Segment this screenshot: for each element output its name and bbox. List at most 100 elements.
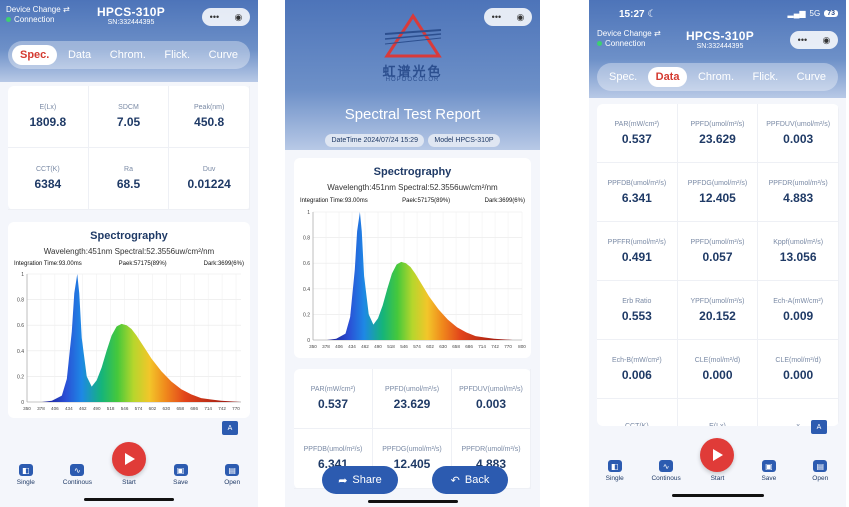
spectro-subtitle: Wavelength:451nm Spectral:52.3556uw/cm²/… bbox=[43, 247, 215, 256]
mini-program-capsule[interactable]: ••• ◉ bbox=[484, 8, 532, 26]
x-tick-label: 434 bbox=[348, 344, 356, 349]
integration-time: Integration Time:93.00ms bbox=[14, 261, 82, 267]
screen-report: ••• ◉ 虹谱光色 HOPOOCOLOR Spectral Test Repo… bbox=[285, 0, 540, 507]
status-time-value: 15:27 bbox=[619, 9, 645, 20]
open-button[interactable]: ▤ Open bbox=[212, 464, 252, 486]
play-icon[interactable] bbox=[111, 442, 146, 476]
more-icon[interactable]: ••• bbox=[797, 35, 808, 45]
single-button[interactable]: ◧ Single bbox=[595, 460, 635, 482]
metric-value: 0.537 bbox=[621, 131, 652, 146]
continuous-icon: ∿ bbox=[70, 464, 85, 476]
mini-program-capsule[interactable]: ••• ◉ bbox=[790, 31, 838, 49]
open-label: Open bbox=[812, 475, 829, 482]
x-tick-label: 714 bbox=[478, 344, 486, 349]
target-icon[interactable]: ◉ bbox=[516, 11, 525, 22]
start-button[interactable]: Start bbox=[109, 442, 149, 486]
metric-value: 20.152 bbox=[699, 308, 736, 323]
x-tick-label: 518 bbox=[107, 406, 115, 411]
device-model: HPCS-310P bbox=[96, 5, 166, 19]
x-tick-label: 630 bbox=[163, 406, 171, 411]
bottom-nav: ◧ Single ∿ Continous Start ▣ Save ▤ Open bbox=[589, 432, 846, 482]
x-tick-label: 490 bbox=[93, 406, 101, 411]
battery-level: 73 bbox=[824, 10, 838, 17]
metric-cell: PPFDG(umol/m²/s) 12.405 bbox=[677, 163, 759, 222]
metric-label: Erb Ratio bbox=[622, 297, 652, 305]
tab-data[interactable]: Data bbox=[67, 49, 92, 61]
play-icon[interactable] bbox=[700, 438, 735, 472]
mode-tabs: Spec. Data Chrom. Flick. Curve bbox=[8, 41, 250, 69]
x-tick-label: 770 bbox=[232, 406, 240, 411]
share-button[interactable]: ➦ Share bbox=[322, 466, 398, 494]
metric-cell: PPFDG(umol/m²/s) 12.405 bbox=[373, 429, 452, 489]
more-icon[interactable]: ••• bbox=[209, 12, 220, 22]
target-icon[interactable]: ◉ bbox=[822, 34, 831, 45]
x-tick-label: 378 bbox=[322, 344, 330, 349]
start-button[interactable]: Start bbox=[697, 438, 737, 482]
metric-label: PAR(mW/cm²) bbox=[614, 120, 660, 128]
metric-cell: E(Lx) bbox=[678, 399, 759, 426]
connection-dot bbox=[6, 17, 11, 22]
translate-icon[interactable]: A bbox=[811, 420, 827, 434]
metric-label: CCT(K) bbox=[35, 166, 60, 173]
y-tick-label: 0.6 bbox=[17, 323, 24, 329]
back-button[interactable]: ↶ Back bbox=[432, 466, 508, 494]
metric-value: 0.01224 bbox=[187, 177, 231, 191]
metric-label: CLE(mol/m²/d) bbox=[775, 356, 821, 364]
target-icon[interactable]: ◉ bbox=[234, 11, 243, 22]
metric-value: 0.000 bbox=[783, 367, 814, 382]
folder-icon: ▤ bbox=[225, 464, 240, 476]
metric-label: PPFFR(umol/m²/s) bbox=[607, 238, 666, 246]
y-tick-label: 0.2 bbox=[17, 374, 24, 380]
report-title: Spectral Test Report bbox=[344, 106, 481, 123]
dark-info: Dark:3699(6%) bbox=[484, 198, 525, 204]
metric-cell: CCT(K) bbox=[597, 399, 678, 426]
x-tick-label: 350 bbox=[23, 406, 31, 411]
device-change[interactable]: Device Change ⇄ Connection bbox=[597, 29, 661, 49]
mini-program-capsule[interactable]: ••• ◉ bbox=[202, 8, 250, 26]
tab-curve[interactable]: Curve bbox=[208, 49, 238, 61]
save-button[interactable]: ▣ Save bbox=[749, 460, 789, 482]
more-icon[interactable]: ••• bbox=[491, 12, 502, 22]
back-icon: ↶ bbox=[450, 474, 460, 487]
tab-flick[interactable]: Flick. bbox=[752, 71, 779, 83]
device-change[interactable]: Device Change ⇄ Connection bbox=[6, 5, 70, 25]
metric-cell: CLE(mol/m²/d) 0.000 bbox=[758, 340, 839, 399]
tab-spec[interactable]: Spec. bbox=[12, 45, 58, 65]
open-button[interactable]: ▤ Open bbox=[800, 460, 840, 482]
device-change-label[interactable]: Device Change bbox=[597, 29, 652, 38]
metric-value: 0.009 bbox=[783, 308, 814, 323]
tab-chrom[interactable]: Chrom. bbox=[109, 49, 146, 61]
single-button[interactable]: ◧ Single bbox=[6, 464, 46, 486]
y-tick-label: 0.8 bbox=[303, 236, 310, 242]
device-info: HPCS-310P SN:332444395 bbox=[88, 5, 174, 26]
tab-flick[interactable]: Flick. bbox=[164, 49, 191, 61]
x-tick-label: 630 bbox=[439, 344, 447, 349]
metric-value: 0.491 bbox=[621, 249, 652, 264]
tab-data[interactable]: Data bbox=[647, 67, 688, 87]
brand-name-en: HOPOOCOLOR bbox=[385, 77, 440, 83]
report-model: Model HPCS-310P bbox=[428, 134, 500, 147]
x-tick-label: 546 bbox=[121, 406, 129, 411]
tab-curve[interactable]: Curve bbox=[796, 71, 826, 83]
device-change-label[interactable]: Device Change bbox=[6, 5, 61, 14]
metric-value: 0.000 bbox=[702, 367, 733, 382]
save-button[interactable]: ▣ Save bbox=[161, 464, 201, 486]
continuous-icon: ∿ bbox=[659, 460, 674, 472]
metric-cell: YPFD(umol/m²/s) 20.152 bbox=[677, 281, 759, 340]
bottom-nav: ◧ Single ∿ Continous Start ▣ Save ▤ Open bbox=[0, 436, 258, 486]
metric-label: CLE(mol/m²/d) bbox=[694, 356, 741, 364]
tab-chrom[interactable]: Chrom. bbox=[697, 71, 735, 83]
x-tick-label: 462 bbox=[361, 344, 369, 349]
device-serial: SN:332444395 bbox=[696, 43, 744, 50]
y-tick-label: 0 bbox=[21, 400, 24, 406]
tab-spec[interactable]: Spec. bbox=[609, 71, 638, 83]
switch-icon[interactable]: ⇄ bbox=[653, 29, 661, 38]
x-tick-label: 434 bbox=[65, 406, 73, 411]
continuous-button[interactable]: ∿ Continous bbox=[646, 460, 686, 482]
metric-label: PAR(mW/cm²) bbox=[310, 386, 356, 393]
translate-icon[interactable]: A bbox=[222, 421, 238, 435]
x-tick-label: 490 bbox=[374, 344, 382, 349]
metric-cell: CCT(K) 6384 bbox=[8, 148, 89, 210]
continuous-button[interactable]: ∿ Continous bbox=[57, 464, 97, 486]
switch-icon[interactable]: ⇄ bbox=[62, 5, 70, 14]
